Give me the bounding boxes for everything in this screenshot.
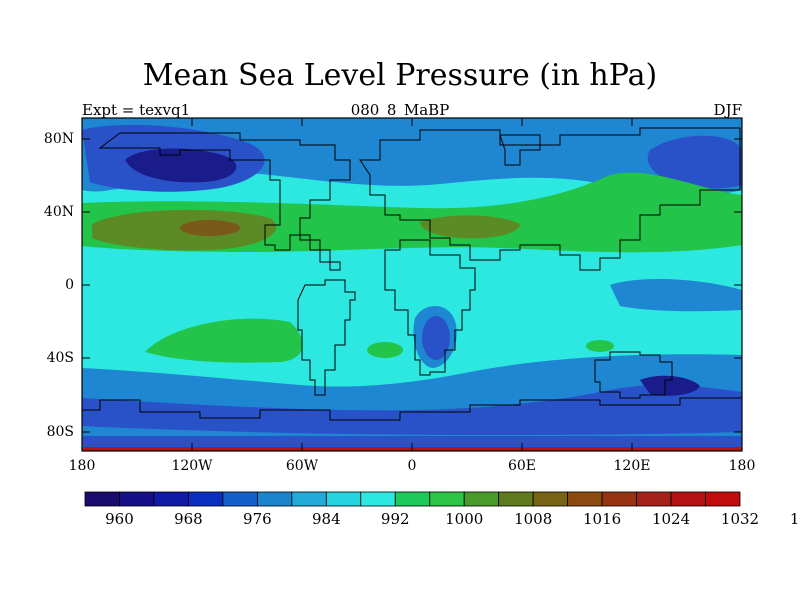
colorbar-swatch: [291, 491, 327, 507]
indian-ocean-high: [586, 340, 614, 352]
colorbar-swatch: [567, 491, 603, 507]
lon-tick-label: 120W: [171, 458, 213, 474]
north-atlantic-low: [647, 135, 742, 189]
colorbar-label: 992: [380, 510, 410, 528]
lat-tick-label: 80N: [43, 131, 74, 147]
colorbar-swatch: [153, 491, 189, 507]
lon-tick-label: 180: [728, 458, 756, 474]
south-atlantic-high: [367, 342, 403, 358]
north-low-band: [82, 118, 742, 197]
colorbar-label: 976: [243, 510, 272, 528]
colorbar-swatch: [498, 491, 534, 507]
greenland-coast: [499, 134, 541, 166]
lat-tick-label: 40S: [46, 350, 74, 366]
lon-tick-label: 120E: [613, 458, 651, 474]
colorbar-swatch: [705, 491, 741, 507]
southern-low-inner: [82, 385, 742, 435]
season-label: DJF: [713, 101, 742, 119]
african-low-core: [422, 316, 450, 360]
colorbar-swatch: [429, 491, 465, 507]
antarctica-coast: [82, 397, 742, 421]
lat-tick-marks: [82, 138, 742, 433]
south-america-coast: [297, 279, 356, 396]
lon-tick-label: 60E: [507, 458, 537, 474]
colorbar-swatch: [188, 491, 224, 507]
australia-coast: [594, 351, 673, 399]
colorbar-swatch: [394, 491, 431, 507]
pacific-high-core: [180, 220, 240, 236]
lat-tick-label: 80S: [46, 424, 74, 440]
colorbar-swatch: [222, 491, 258, 507]
colorbar-swatch: [360, 491, 396, 507]
colorbar-label: 1040: [789, 510, 800, 528]
colorbar: [84, 491, 741, 507]
colorbar-swatch: [532, 491, 569, 507]
colorbar-label: 1016: [583, 510, 622, 528]
colorbar-swatch: [636, 491, 672, 507]
colorbar-label: 1000: [445, 510, 484, 528]
colorbar-swatch: [84, 491, 120, 507]
colorbar-swatch: [256, 491, 293, 507]
colorbar-label: 1008: [514, 510, 553, 528]
aleutian-low-center: [125, 148, 237, 183]
colorbar-swatch: [325, 491, 362, 507]
colorbar-swatch: [463, 491, 500, 507]
asian-high: [420, 215, 520, 239]
lat-tick-label: 0: [65, 277, 74, 293]
colorbar-swatch: [670, 491, 706, 507]
south-pacific-high: [145, 318, 303, 363]
colorbar-swatch: [601, 491, 637, 507]
colorbar-label: 960: [105, 510, 134, 528]
lon-tick-label: 0: [407, 458, 417, 474]
colorbar-swatch: [119, 491, 155, 507]
map-title: Mean Sea Level Pressure (in hPa): [142, 58, 658, 93]
lon-tick-label: 180: [68, 458, 96, 474]
experiment-label: Expt = texvq1: [82, 101, 191, 119]
lat-tick-label: 40N: [43, 204, 74, 220]
north-america-coast: [98, 132, 351, 271]
period-label: 080_8_MaBP: [350, 101, 450, 119]
southern-low-center: [640, 375, 700, 396]
colorbar-label: 968: [174, 510, 203, 528]
africa-coast: [384, 239, 476, 376]
colorbar-label: 984: [311, 510, 341, 528]
lon-tick-label: 60W: [285, 458, 319, 474]
lon-tick-marks: [191, 118, 633, 451]
coastlines: [82, 127, 742, 421]
eurasia-coast: [359, 127, 741, 271]
colorbar-label: 1024: [651, 510, 691, 528]
tropical-low-east: [610, 278, 742, 312]
colorbar-label: 1032: [720, 510, 760, 528]
